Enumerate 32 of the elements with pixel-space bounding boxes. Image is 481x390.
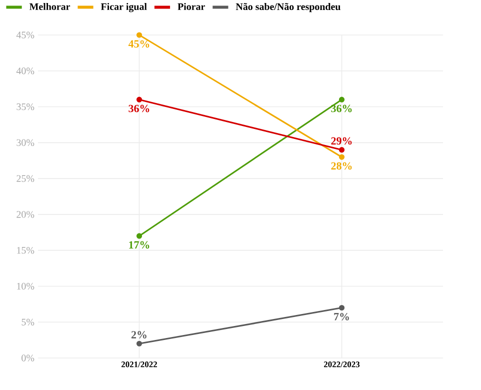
y-tick-label: 40% — [16, 68, 34, 74]
y-tick-label: 15% — [17, 246, 34, 254]
data-label: 45% — [128, 40, 150, 48]
point — [136, 340, 142, 346]
point — [338, 147, 345, 153]
point — [338, 304, 345, 311]
x-tick-label: 2021/2022 — [121, 362, 158, 368]
y-tick-label: 30% — [16, 139, 34, 146]
data-label: 28% — [331, 162, 352, 170]
y-tick-label: 35% — [16, 103, 34, 110]
legend-label: Melhorar — [29, 3, 70, 10]
legend-label: Ficar igual — [100, 3, 147, 12]
point — [338, 154, 345, 160]
data-label: 2% — [131, 331, 146, 338]
point — [136, 233, 142, 239]
data-label: 29% — [331, 137, 352, 145]
y-tick-label: 20% — [16, 211, 34, 218]
legend-label: Piorar — [178, 3, 205, 10]
y-tick-label: 5% — [22, 318, 34, 326]
point — [136, 96, 142, 102]
data-label: 36% — [128, 104, 150, 112]
legend-label: Não sabe/Não respondeu — [236, 2, 340, 12]
y-tick-label: 45% — [16, 32, 34, 38]
point — [136, 32, 142, 38]
data-label: 7% — [334, 312, 349, 320]
y-tick-label: 25% — [16, 175, 34, 182]
data-label: 17% — [129, 241, 150, 249]
y-tick-label: 10% — [17, 282, 34, 290]
data-label: 36% — [331, 104, 352, 112]
point — [338, 96, 345, 102]
y-tick-label: 0% — [22, 354, 34, 362]
x-tick-label: 2022/2023 — [324, 362, 360, 368]
